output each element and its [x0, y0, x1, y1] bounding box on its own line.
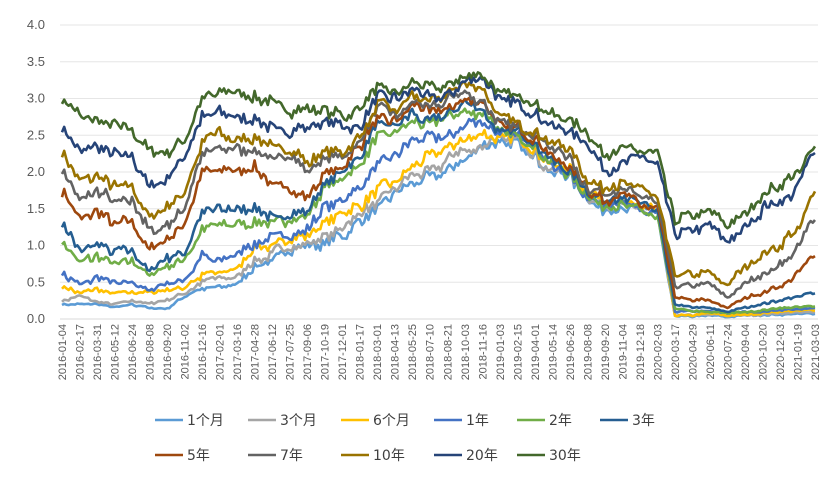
y-tick-label: 2.5: [27, 127, 45, 142]
x-tick-label: 2018-11-16: [477, 324, 489, 379]
legend-item: 1个月: [155, 413, 224, 429]
legend-item: 30年: [517, 448, 581, 464]
x-tick-label: 2017-09-06: [302, 324, 314, 380]
x-tick-label: 2021-03-03: [810, 324, 822, 380]
x-axis-ticks: 2016-01-04 2016-02-17 2016-03-31 2016-05-12…: [57, 324, 822, 380]
legend-item: 2年: [517, 413, 572, 429]
x-tick-label: 2018-03-01: [372, 324, 384, 380]
y-tick-label: 3.0: [27, 91, 45, 106]
legend-item: 20年: [434, 448, 498, 464]
x-tick-label: 2018-05-25: [407, 324, 419, 380]
x-tick-label: 2017-04-28: [250, 324, 262, 380]
x-tick-label: 2020-02-03: [652, 324, 664, 380]
legend-label: 2年: [549, 413, 572, 429]
legend-item: 10年: [341, 448, 405, 464]
legend: 1个月 3个月 6个月 1年 2年 3年 5年 7年 10年 20年 30年: [155, 413, 655, 464]
series-line-6: [60, 97, 816, 314]
x-tick-label: 2017-02-01: [215, 324, 227, 380]
x-tick-label: 2017-03-16: [232, 324, 244, 380]
legend-item: 1年: [434, 413, 489, 429]
x-tick-label: 2018-04-13: [390, 324, 402, 380]
x-tick-label: 2019-08-08: [582, 324, 594, 380]
series-line-3: [61, 128, 816, 318]
x-tick-label: 2018-07-10: [425, 324, 437, 380]
x-tick-label: 2021-01-19: [792, 324, 804, 380]
legend-label: 5年: [187, 448, 210, 464]
legend-label: 7年: [280, 448, 303, 464]
x-tick-label: 2020-03-17: [670, 324, 682, 380]
x-tick-label: 2018-08-21: [442, 324, 454, 380]
x-tick-label: 2019-09-20: [600, 324, 612, 380]
x-tick-label: 2016-03-31: [92, 324, 104, 380]
x-tick-label: 2019-11-04: [617, 324, 629, 379]
x-tick-label: 2020-04-29: [687, 324, 699, 380]
y-tick-label: 1.5: [27, 201, 45, 216]
x-tick-label: 2016-02-17: [75, 324, 87, 380]
x-tick-label: 2018-01-17: [355, 324, 367, 380]
legend-label: 30年: [549, 448, 581, 464]
x-tick-label: 2020-09-04: [740, 324, 752, 380]
legend-item: 7年: [248, 448, 303, 464]
y-tick-label: 2.0: [27, 164, 45, 179]
y-tick-label: 0.0: [27, 311, 45, 326]
x-tick-label: 2020-07-24: [722, 324, 734, 380]
x-tick-label: 2017-12-01: [337, 324, 349, 380]
y-tick-label: 3.5: [27, 54, 45, 69]
legend-item: 3个月: [248, 413, 317, 429]
series-line-10: [60, 75, 816, 244]
legend-label: 1年: [466, 413, 489, 429]
series-line-5: [61, 107, 816, 315]
x-tick-label: 2019-12-18: [635, 324, 647, 380]
x-tick-label: 2017-06-12: [267, 324, 279, 380]
x-tick-label: 2016-12-16: [197, 324, 209, 380]
legend-label: 10年: [373, 448, 405, 464]
y-tick-label: 0.5: [27, 274, 45, 289]
x-tick-label: 2017-07-25: [285, 324, 297, 380]
y-tick-label: 1.0: [27, 238, 45, 253]
x-tick-label: 2016-11-02: [180, 324, 192, 379]
legend-label: 3年: [632, 413, 655, 429]
series-line-8: [60, 89, 817, 299]
y-axis-ticks: 0.0 0.5 1.0 1.5 2.0 2.5 3.0 3.5 4.0: [27, 17, 45, 326]
x-tick-label: 2016-09-20: [162, 324, 174, 380]
legend-label: 20年: [466, 448, 498, 464]
x-tick-label: 2017-10-19: [320, 324, 332, 380]
x-tick-label: 2020-12-03: [775, 324, 787, 380]
legend-item: 3年: [600, 413, 655, 429]
x-tick-label: 2019-04-01: [530, 324, 542, 380]
x-tick-label: 2016-08-08: [145, 324, 157, 380]
x-tick-label: 2019-06-26: [565, 324, 577, 380]
legend-label: 1个月: [187, 413, 224, 429]
legend-item: 6个月: [341, 413, 410, 429]
x-tick-label: 2016-05-12: [110, 324, 122, 380]
x-tick-label: 2020-10-20: [757, 324, 769, 380]
x-tick-label: 2018-10-03: [460, 324, 472, 380]
legend-label: 3个月: [280, 413, 317, 429]
series-line-9: [60, 80, 817, 287]
y-tick-label: 4.0: [27, 17, 45, 32]
x-tick-label: 2016-01-04: [57, 324, 69, 380]
x-tick-label: 2016-06-24: [127, 324, 139, 380]
x-tick-label: 2020-06-11: [705, 324, 717, 379]
x-tick-label: 2019-02-15: [512, 324, 524, 380]
x-tick-label: 2019-01-03: [495, 324, 507, 380]
legend-label: 6个月: [373, 413, 410, 429]
series-lines: [60, 71, 817, 319]
series-line-7: [60, 96, 816, 310]
series-line-11: [60, 71, 817, 230]
x-tick-label: 2019-05-14: [547, 324, 559, 380]
legend-item: 5年: [155, 448, 210, 464]
